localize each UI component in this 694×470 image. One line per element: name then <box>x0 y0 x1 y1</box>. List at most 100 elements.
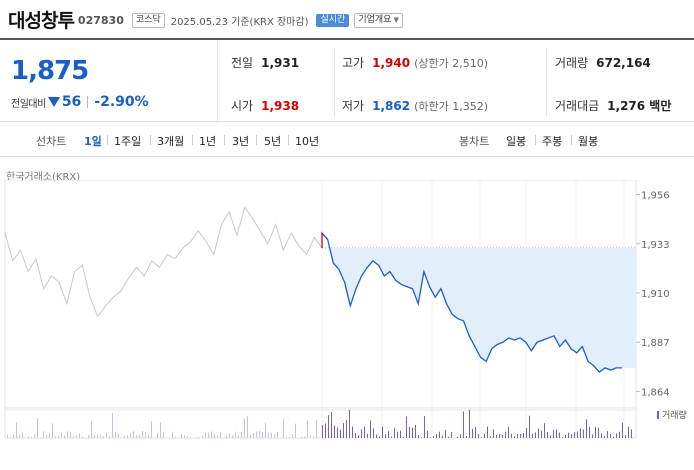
volume-bar <box>565 434 566 438</box>
upper-limit: (상한가 2,510) <box>414 57 488 70</box>
volume-bar <box>571 434 572 438</box>
volume-bar <box>85 437 86 438</box>
volume-bar <box>118 433 119 438</box>
volume-bar <box>172 432 173 438</box>
volume-bar <box>232 435 233 438</box>
volume-bar <box>544 423 545 438</box>
volume-bar <box>325 423 326 438</box>
tab-5year[interactable]: 5년 <box>264 135 282 148</box>
volume-bar <box>337 427 338 438</box>
volume-bar <box>463 411 464 438</box>
volume-bar <box>49 433 50 438</box>
volume-bar <box>631 429 632 438</box>
volume-bar <box>52 423 53 438</box>
volume-bar <box>256 431 257 438</box>
volume-bar <box>601 433 602 438</box>
reference-date: 2025.05.23 기준(KRX 장마감) <box>170 16 309 28</box>
volume-bar <box>64 435 65 438</box>
low-value: 1,862 <box>372 99 411 113</box>
volume-bar <box>448 436 449 438</box>
volume-bar <box>583 429 584 438</box>
volume-bar <box>316 420 317 438</box>
volume-bar <box>106 432 107 438</box>
tab-weekly-candle[interactable]: 주봉 <box>542 135 563 148</box>
volume-bar <box>307 420 308 438</box>
volume-bar <box>334 425 335 438</box>
volume-bar <box>508 426 509 438</box>
volume-bar <box>349 410 350 438</box>
volume-bar <box>220 431 221 438</box>
volume-bar <box>361 429 362 438</box>
volume-bar <box>541 430 542 438</box>
volume-bar <box>367 433 368 438</box>
volume-bar <box>346 420 347 438</box>
stock-header: 대성창투 027830 코스닥 2025.05.23 기준(KRX 장마감) 실… <box>0 0 694 38</box>
tab-10year[interactable]: 10년 <box>295 135 320 148</box>
volume-bar <box>211 431 212 438</box>
volume-bar <box>124 435 125 438</box>
amount-value: 1,276 백만 <box>607 99 672 113</box>
tab-3month[interactable]: 3개월 <box>157 135 185 148</box>
volume-bar <box>286 436 287 438</box>
tab-monthly-candle[interactable]: 월봉 <box>578 135 599 148</box>
volume-bar <box>436 434 437 438</box>
tab-1year[interactable]: 1년 <box>199 135 217 148</box>
y-tick-label: 1,864 <box>641 387 670 398</box>
volume-bar <box>358 435 359 438</box>
volume-bar <box>76 435 77 438</box>
volume-value: 672,164 <box>596 56 651 70</box>
volume-bar <box>115 431 116 438</box>
volume-bar <box>484 433 485 438</box>
volume-bar <box>253 433 254 438</box>
volume-bar <box>112 412 113 438</box>
realtime-button[interactable]: 실시간 <box>316 13 350 27</box>
y-tick-label: 1,956 <box>641 191 670 202</box>
chart-period-tabs: 선차트 1일 1주일 3개월 1년 3년 5년 10년 봉차트 일봉 주봉 월봉 <box>0 123 694 157</box>
change-label: 전일대비 <box>11 98 46 110</box>
high-stat: 고가 1,940 (상한가 2,510) <box>342 54 488 71</box>
volume-bar <box>274 434 275 438</box>
volume-bar <box>67 431 68 438</box>
volume-bar <box>475 427 476 438</box>
change-percent: -2.90% <box>94 94 149 110</box>
volume-bar <box>181 434 182 438</box>
volume-bar <box>400 430 401 438</box>
volume-bar <box>364 426 365 438</box>
volume-bar <box>109 436 110 438</box>
volume-frame <box>4 407 637 439</box>
divider <box>334 48 335 116</box>
volume-bar <box>388 431 389 438</box>
market-tag: 코스닥 <box>131 12 165 28</box>
volume-bar <box>148 434 149 438</box>
divider <box>288 135 289 145</box>
volume-bar <box>457 436 458 438</box>
volume-bar <box>328 415 329 438</box>
volume-legend-text: 거래량 <box>662 411 687 421</box>
volume-bar <box>55 436 56 438</box>
volume-bar <box>487 426 488 438</box>
y-tick-label: 1,910 <box>641 289 670 300</box>
tab-1week[interactable]: 1주일 <box>114 135 142 148</box>
volume-bar <box>7 434 8 438</box>
tab-1day[interactable]: 1일 <box>84 135 102 148</box>
prev-day-line <box>4 206 323 318</box>
volume-bar <box>73 436 74 438</box>
volume-bar <box>373 428 374 438</box>
volume-bar <box>265 422 266 438</box>
tab-daily-candle[interactable]: 일봉 <box>506 135 527 148</box>
volume-bar <box>556 429 557 438</box>
price-box: 1,875 전일대비 56 -2.90% <box>0 40 218 124</box>
volume-bar <box>616 433 617 438</box>
divider <box>224 135 225 145</box>
corp-info-dropdown[interactable]: 기업개요 ▼ <box>354 12 403 28</box>
volume-bar <box>538 428 539 438</box>
volume-bar <box>505 431 506 438</box>
volume-bar <box>34 434 35 438</box>
volume-bar <box>343 423 344 438</box>
volume-bar <box>217 435 218 438</box>
volume-bar <box>31 436 32 438</box>
tab-3year[interactable]: 3년 <box>232 135 250 148</box>
volume-bar <box>244 418 245 438</box>
intraday-chart[interactable]: 1,9561,9331,9101,8871,86405/2310:0011:00… <box>0 180 694 470</box>
stock-name: 대성창투 <box>8 9 75 32</box>
